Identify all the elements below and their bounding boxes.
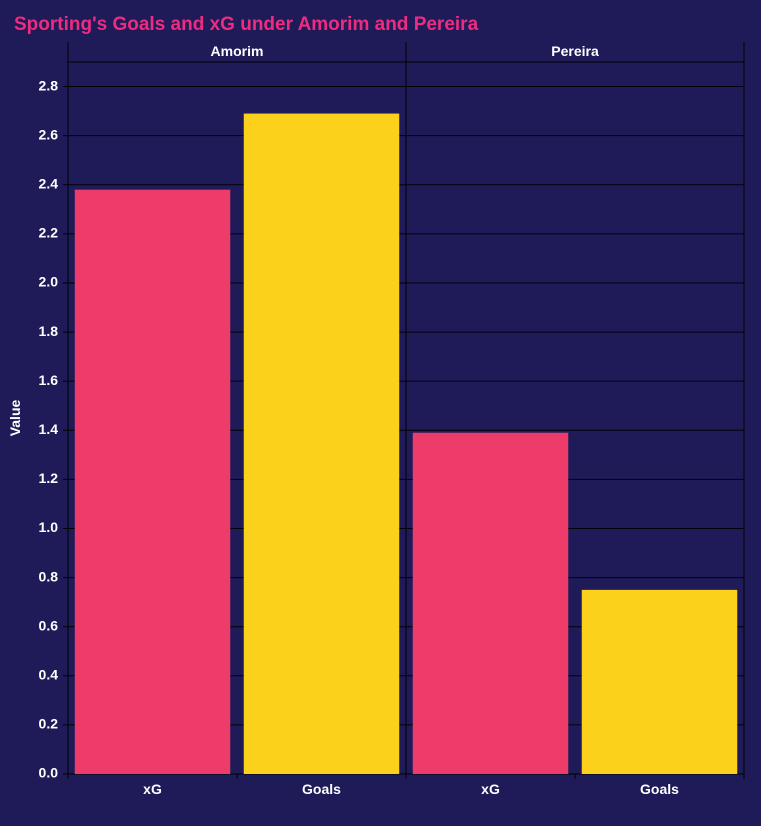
bar-goals (244, 114, 399, 774)
x-category-label: xG (143, 781, 162, 797)
x-category-label: Goals (302, 781, 341, 797)
y-tick-label: 1.8 (39, 323, 59, 339)
y-tick-label: 1.0 (39, 519, 59, 535)
chart-container: Sporting's Goals and xG under Amorim and… (0, 0, 761, 826)
y-tick-label: 1.6 (39, 372, 59, 388)
y-tick-label: 0.6 (39, 617, 59, 633)
y-tick-label: 2.0 (39, 274, 59, 290)
y-tick-label: 2.6 (39, 126, 59, 142)
y-tick-label: 0.8 (39, 568, 59, 584)
bar-xg (413, 433, 568, 774)
x-category-label: Goals (640, 781, 679, 797)
y-tick-label: 0.0 (39, 765, 59, 781)
x-category-label: xG (481, 781, 500, 797)
chart-title: Sporting's Goals and xG under Amorim and… (14, 14, 478, 36)
group-label: Amorim (211, 43, 264, 59)
y-axis-title: Value (7, 400, 23, 437)
y-tick-label: 1.2 (39, 470, 59, 486)
y-tick-label: 0.2 (39, 716, 59, 732)
bar-xg (75, 190, 230, 774)
y-tick-label: 2.4 (39, 175, 59, 191)
y-tick-label: 2.8 (39, 77, 59, 93)
chart-svg: 0.0 0.2 0.4 0.6 0.8 1.0 1.2 1.4 1.6 1.8 2.0 2.2 2.4 2… (0, 0, 761, 826)
group-label: Pereira (551, 43, 599, 59)
y-tick-label: 2.2 (39, 225, 59, 241)
y-tick-label: 0.4 (39, 666, 59, 682)
y-tick-label: 1.4 (39, 421, 59, 437)
bar-goals (582, 590, 737, 774)
